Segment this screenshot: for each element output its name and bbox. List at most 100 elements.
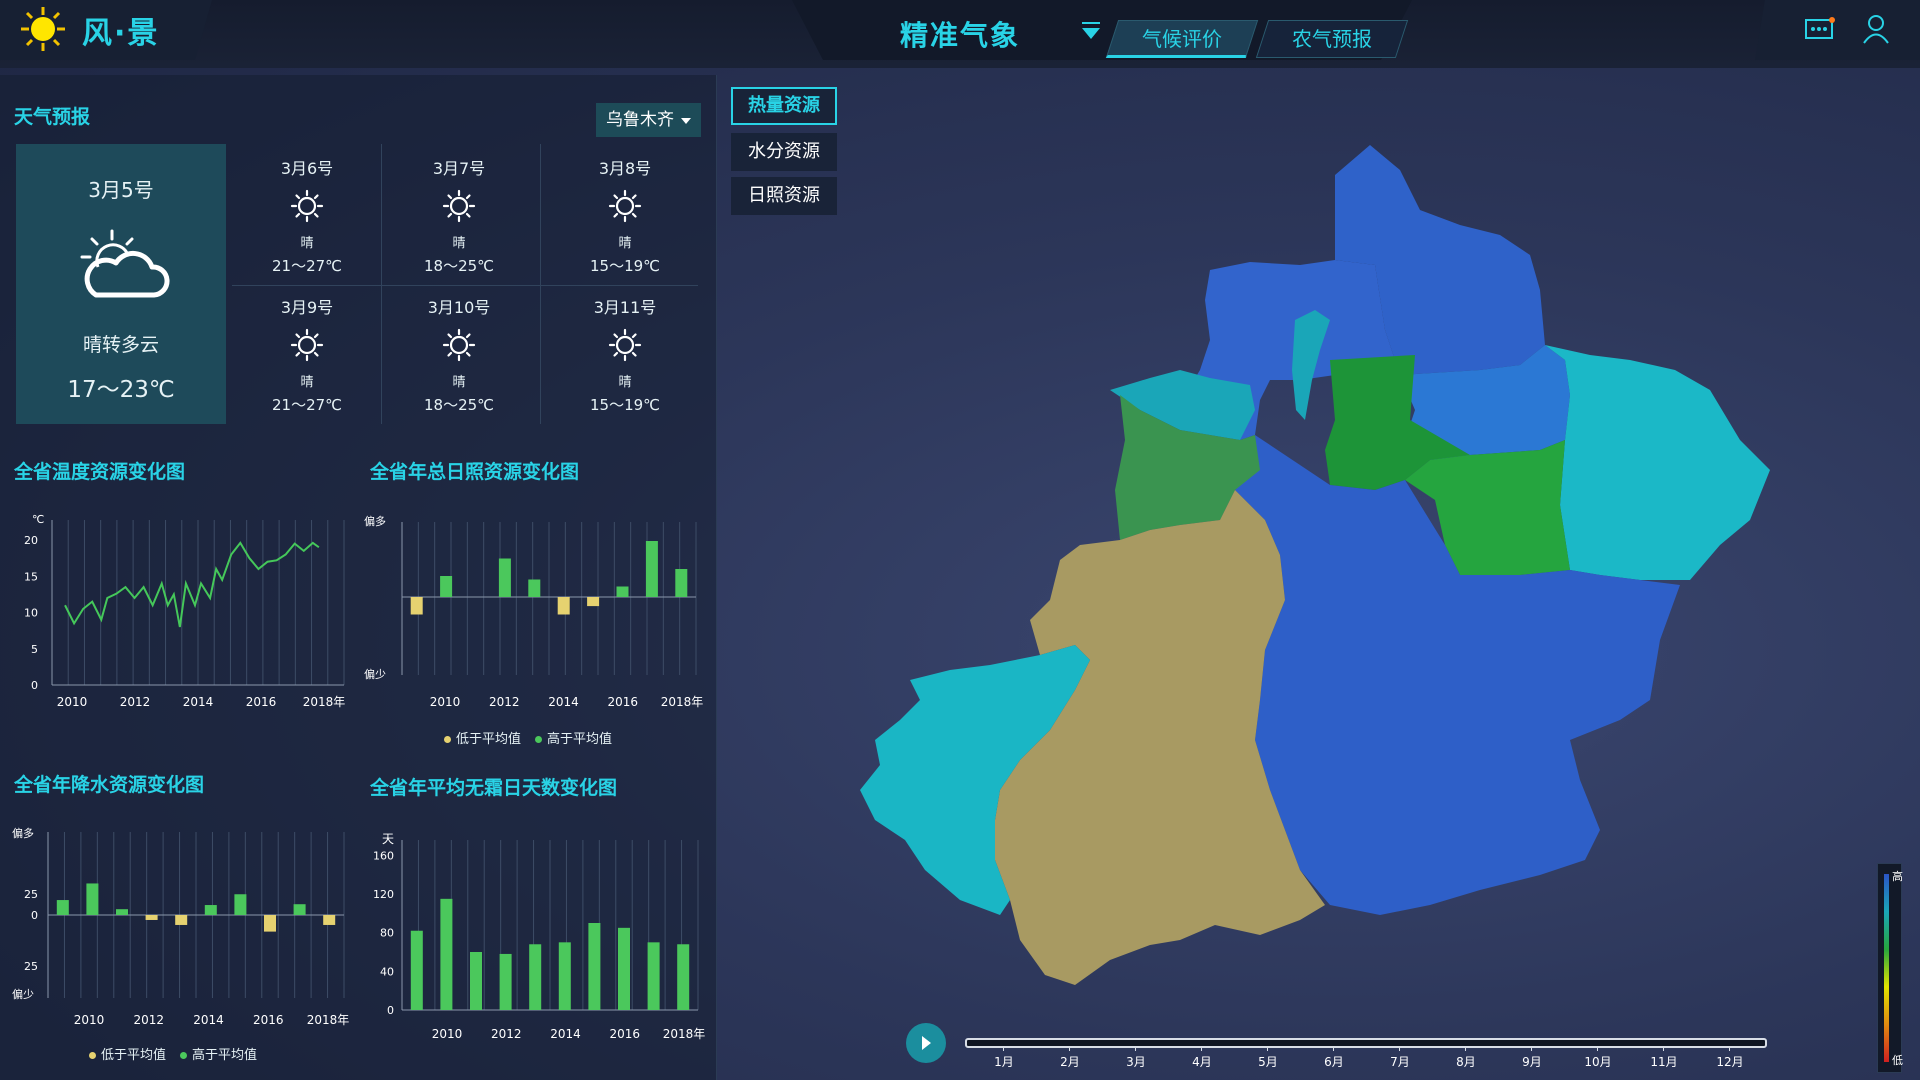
map-region-center-green[interactable] — [1325, 355, 1470, 490]
forecast-temp: 15～19℃ — [589, 257, 661, 275]
legend-item: 低于平均值 — [444, 728, 521, 747]
forecast-condition: 晴 — [300, 375, 314, 390]
y-unit-label: 天 — [382, 832, 394, 846]
y-top-label: 偏多 — [12, 826, 34, 840]
x-tick-label: 2010 — [74, 1013, 105, 1027]
frost-chart-title: 全省年平均无霜日天数变化图 — [370, 777, 618, 799]
map-region-southwest-tan[interactable] — [995, 490, 1325, 985]
y-tick-label: 0 — [31, 679, 38, 692]
bar-8 — [264, 915, 276, 932]
sun-icon — [442, 189, 476, 223]
bar-2 — [86, 883, 99, 915]
y-top-label: 偏多 — [364, 514, 386, 528]
x-tick-label: 2012 — [489, 695, 520, 709]
month-label: 1月 — [994, 1055, 1014, 1069]
forecast-date: 3月6号 — [280, 159, 334, 178]
map-region-west-green[interactable] — [1115, 395, 1300, 540]
x-tick-label: 2014 — [193, 1013, 224, 1027]
timeline-tick — [1729, 1046, 1730, 1051]
x-tick-label: 2014 — [550, 1027, 581, 1040]
grid-divider — [381, 144, 382, 424]
precip-legend: 低于平均值 高于平均值 — [89, 1044, 257, 1063]
forecast-day: 3月10号晴 18～25℃ — [384, 284, 534, 414]
forecast-temp: 18～25℃ — [423, 257, 495, 275]
x-tick-label: 2016 — [609, 1027, 640, 1040]
map-region-northeast[interactable] — [1400, 345, 1570, 460]
month-label: 9月 — [1522, 1055, 1542, 1069]
forecast-temp: 18～25℃ — [423, 396, 495, 414]
timeline-tick — [1333, 1046, 1334, 1051]
bar-6 — [557, 597, 570, 615]
timeline-tick — [1399, 1046, 1400, 1051]
sun-icon — [290, 189, 324, 223]
map-region-green-east[interactable] — [1405, 440, 1570, 575]
timeline-slider[interactable] — [965, 1038, 1767, 1048]
title-dropdown-icon[interactable] — [1082, 22, 1100, 39]
temp-chart-title: 全省温度资源变化图 — [14, 461, 186, 483]
bar-10 — [323, 915, 336, 925]
map-region-far-west[interactable] — [860, 645, 1090, 915]
map-region-north[interactable] — [1335, 145, 1545, 375]
tab-climate-evaluation[interactable]: 气候评价 — [1105, 20, 1259, 58]
map-region-east[interactable] — [1545, 345, 1770, 580]
month-label: 6月 — [1324, 1055, 1344, 1069]
sunshine-resource-button[interactable]: 日照资源 — [731, 177, 837, 215]
partly-cloudy-icon — [80, 229, 170, 298]
tab-agro-forecast[interactable]: 农气预报 — [1255, 20, 1409, 58]
timeline-tick — [1663, 1046, 1664, 1051]
bar-2 — [440, 898, 453, 1010]
forecast-date: 3月11号 — [593, 298, 657, 317]
color-scale-gradient — [1884, 874, 1889, 1062]
message-icon[interactable] — [1805, 17, 1835, 41]
y-tick-label: 80 — [380, 927, 394, 940]
water-resource-button[interactable]: 水分资源 — [731, 133, 837, 171]
bar-4 — [499, 953, 512, 1010]
map-region-south-blue[interactable] — [1235, 435, 1680, 915]
forecast-temp: 21～27℃ — [271, 396, 343, 414]
map-region-northwest[interactable] — [1110, 370, 1255, 440]
forecast-day: 3月8号晴 15～19℃ — [550, 145, 700, 275]
color-scale-legend: 高 低 — [1877, 863, 1903, 1073]
y-tick-label: 0 — [31, 909, 38, 922]
header-bar: 风·景 精准气象 气候评价 农气预报 — [0, 0, 1920, 68]
bar-8 — [616, 586, 629, 597]
timeline-tick — [1201, 1046, 1202, 1051]
y-tick-label: 10 — [24, 607, 38, 620]
x-tick-label: 2014 — [548, 695, 579, 709]
today-temperature: 17～23℃ — [67, 377, 175, 403]
today-date: 3月5号 — [88, 178, 154, 202]
bar-9 — [647, 942, 660, 1010]
bar-4 — [145, 915, 158, 920]
y-tick-label: 160 — [373, 849, 394, 862]
x-tick-label: 2018年 — [661, 695, 704, 709]
logo-text: 风·景 — [82, 16, 160, 51]
forecast-date: 3月8号 — [598, 159, 652, 178]
bar-6 — [558, 942, 571, 1010]
bar-1 — [56, 900, 69, 915]
grid-divider — [232, 285, 698, 286]
y-unit-label: ℃ — [32, 513, 44, 526]
month-label: 12月 — [1716, 1055, 1744, 1069]
month-label: 2月 — [1060, 1055, 1080, 1069]
sun-logo-icon — [21, 7, 65, 51]
forecast-day: 3月9号晴 21～27℃ — [232, 284, 382, 414]
heat-resource-button[interactable]: 热量资源 — [731, 87, 837, 125]
legend-item: 高于平均值 — [180, 1044, 257, 1063]
city-select[interactable]: 乌鲁木齐 — [596, 103, 701, 137]
play-button[interactable] — [906, 1023, 946, 1063]
weather-section-title: 天气预报 — [14, 106, 91, 128]
y-bottom-label: 偏少 — [364, 667, 386, 681]
bar-4 — [498, 558, 511, 597]
frost-free-bar-chart: 天 0 40 80 120 160 2010 2012 2014 2016 2018年 — [373, 832, 706, 1040]
region-map — [860, 145, 1770, 985]
temp-series-line — [64, 541, 320, 628]
x-tick-label: 2018年 — [307, 1013, 350, 1027]
y-tick-label: 15 — [24, 570, 38, 583]
user-icon[interactable] — [1862, 14, 1890, 44]
app-title: 精准气象 — [900, 19, 1021, 52]
sun-icon — [608, 328, 642, 362]
x-tick-label: 2018年 — [663, 1027, 706, 1040]
precip-chart-title: 全省年降水资源变化图 — [14, 774, 205, 796]
y-tick-label: 0 — [387, 1004, 394, 1017]
